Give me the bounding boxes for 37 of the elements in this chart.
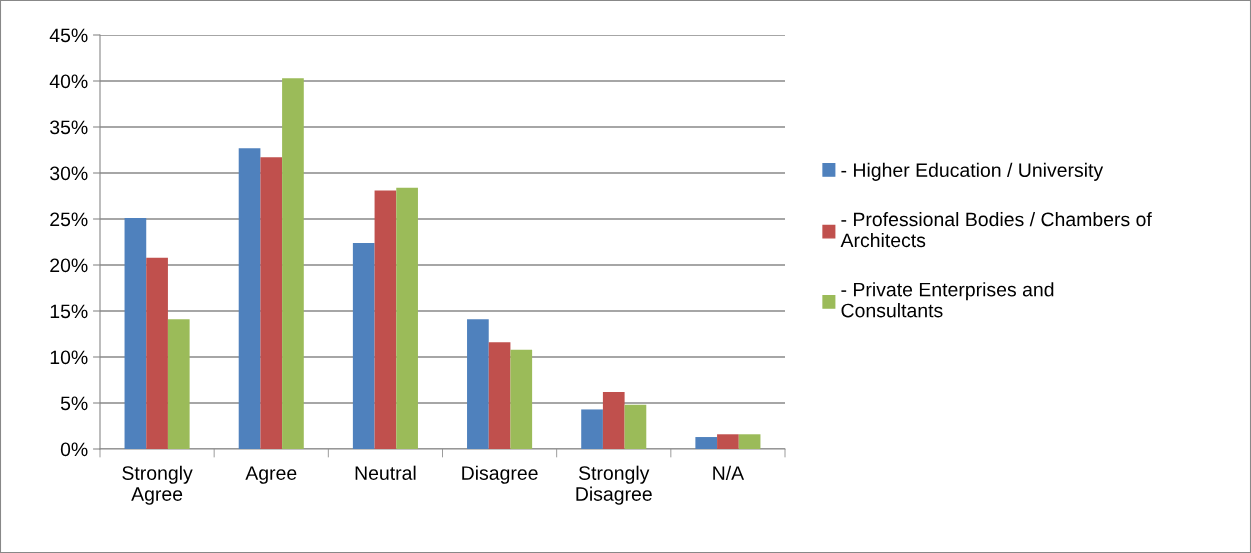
bar [167,319,190,449]
legend-label: - Private Enterprises and Consultants [841,282,1054,318]
x-tick-label: N/A [713,465,745,480]
bar [488,342,511,449]
y-tick-label: 40% [49,74,88,89]
x-tick-label: Agree [245,466,297,484]
legend-label: - Professional Bodies / Chambers of Architects [840,211,1152,248]
bar [352,242,375,449]
y-tick-label: 35% [50,120,88,135]
bar [717,434,739,449]
bar [624,404,647,449]
y-tick-label: 45% [49,28,88,43]
x-tick-label: Strongly Agree [122,465,193,505]
bar [738,434,761,449]
y-tick-label: 25% [50,212,88,227]
x-tick-label: Neutral [355,465,416,480]
bar [510,349,533,449]
y-tick-label: 15% [50,304,88,319]
x-tick-label: Strongly Disagree [576,465,652,505]
bar [238,148,261,449]
legend-label: - Higher Education / University [841,162,1104,181]
bar [396,187,418,449]
bar [146,257,168,449]
y-tick-label: 30% [50,166,88,181]
y-tick-label: 20% [50,258,88,273]
bar [602,391,625,449]
y-tick-label: 5% [60,396,88,411]
bar [695,437,718,449]
y-tick-label: 0% [60,442,88,457]
bar [467,319,489,449]
bar [124,218,147,449]
y-tick-label: 10% [50,350,88,365]
bar [581,409,603,449]
bar [260,157,283,449]
x-tick-label: Disagree [462,465,538,484]
bar [282,78,304,449]
bar [374,190,397,449]
